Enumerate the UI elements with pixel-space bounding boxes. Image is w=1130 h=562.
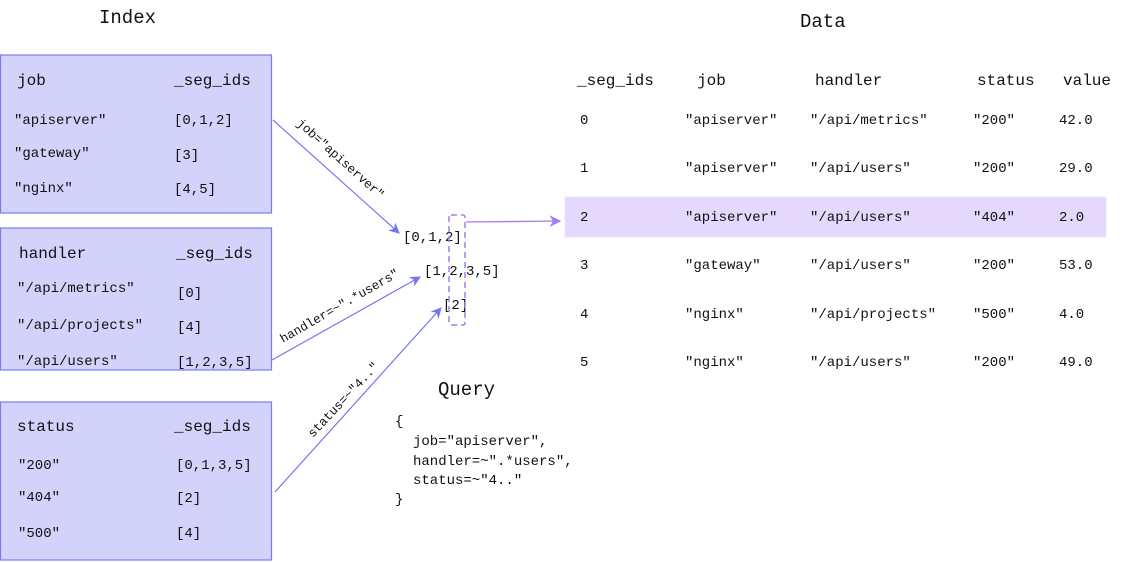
- index-value: "/api/metrics": [17, 281, 135, 297]
- index-label: job: [17, 72, 46, 90]
- index-value: "/api/projects": [17, 318, 143, 334]
- data-cell: "500": [973, 307, 1015, 323]
- index-value: "/api/users": [17, 354, 118, 370]
- intersection-highlight: [448, 214, 466, 326]
- index-ids: [4]: [177, 320, 202, 336]
- data-cell: "apiserver": [685, 210, 777, 226]
- index-ids: [0,1,3,5]: [176, 458, 252, 474]
- data-row: 1 "apiserver" "/api/users" "200" 29.0: [580, 161, 1093, 177]
- data-cell: "gateway": [685, 258, 761, 274]
- index-value: "500": [18, 526, 60, 542]
- index-value: "nginx": [14, 181, 73, 197]
- data-cell: 53.0: [1059, 258, 1093, 274]
- data-cell: "200": [973, 113, 1015, 129]
- query-line: }: [395, 492, 403, 508]
- result-arrow: [465, 215, 562, 227]
- data-cell: 29.0: [1059, 161, 1093, 177]
- query-line: {: [395, 414, 403, 430]
- data-cell: "/api/users": [810, 161, 911, 177]
- data-rows: 0 "apiserver" "/api/metrics" "200" 42.01 "api…: [580, 113, 1093, 371]
- data-cell: 0: [580, 113, 588, 129]
- index-value: "apiserver": [14, 113, 106, 129]
- data-cell: "200": [973, 258, 1015, 274]
- index-value: "404": [18, 490, 60, 506]
- data-cell: "/api/users": [810, 355, 911, 371]
- data-cell: 49.0: [1059, 355, 1093, 371]
- data-cell: "/api/projects": [810, 307, 936, 323]
- data-cell: 1: [580, 161, 588, 177]
- index-ids: [1,2,3,5]: [177, 355, 253, 371]
- column-header: status: [977, 72, 1035, 90]
- index-ids: [3]: [174, 148, 199, 164]
- index-label: status: [17, 418, 75, 436]
- index-seg-header: _seg_ids: [175, 245, 253, 263]
- index-title: Index: [99, 7, 156, 29]
- column-header: handler: [815, 72, 882, 90]
- index-ids: [0,1,2]: [174, 113, 233, 129]
- job-arrow: [272, 119, 400, 234]
- data-cell: "nginx": [685, 355, 744, 371]
- query-line: handler=~".*users",: [413, 454, 573, 470]
- index-seg-header: _seg_ids: [173, 418, 251, 436]
- data-row: 4 "nginx" "/api/projects" "500" 4.0: [580, 307, 1084, 323]
- data-cell: "200": [973, 161, 1015, 177]
- column-header: job: [697, 72, 726, 90]
- data-row: 3 "gateway" "/api/users" "200" 53.0: [580, 258, 1093, 274]
- handler-arrow: [271, 276, 421, 361]
- job-match-label: job="apiserver": [293, 117, 386, 203]
- index-ids: [4,5]: [174, 182, 216, 198]
- data-cell: 2.0: [1059, 210, 1084, 226]
- data-cell: 5: [580, 355, 588, 371]
- column-header: _seg_ids: [576, 72, 654, 90]
- index-ids: [0]: [177, 286, 202, 302]
- index-value: "200": [18, 458, 60, 474]
- data-cell: "200": [973, 355, 1015, 371]
- data-row: 2 "apiserver" "/api/users" "404" 2.0: [580, 210, 1084, 226]
- data-cell: "apiserver": [685, 161, 777, 177]
- data-row: 0 "apiserver" "/api/metrics" "200" 42.0: [580, 113, 1093, 129]
- index-table-job: job _seg_ids "apiserver" [0,1,2] "gatewa…: [0, 54, 273, 214]
- query-line: status=~"4..": [413, 473, 522, 489]
- query-title: Query: [438, 379, 495, 401]
- index-table-handler: handler _seg_ids "/api/metrics" [0] "/ap…: [0, 227, 273, 371]
- data-cell: "404": [973, 210, 1015, 226]
- data-cell: "/api/users": [810, 258, 911, 274]
- data-cell: "apiserver": [685, 113, 777, 129]
- highlighted-row: [564, 196, 1107, 238]
- data-cell: "/api/metrics": [810, 113, 928, 129]
- data-cell: 4: [580, 307, 588, 323]
- data-cell: 4.0: [1059, 307, 1084, 323]
- index-table-status: status _seg_ids "200" [0,1,3,5] "404" [2…: [0, 401, 273, 561]
- column-header: value: [1063, 72, 1111, 90]
- data-row: 5 "nginx" "/api/users" "200" 49.0: [580, 355, 1093, 371]
- index-label: handler: [19, 245, 86, 263]
- index-seg-header: _seg_ids: [173, 72, 251, 90]
- data-cell: 2: [580, 210, 588, 226]
- data-cell: 3: [580, 258, 588, 274]
- data-cell: 42.0: [1059, 113, 1093, 129]
- index-ids: [2]: [176, 491, 201, 507]
- status-arrow: [274, 307, 442, 493]
- index-value: "gateway": [14, 146, 90, 162]
- index-ids: [4]: [176, 526, 201, 542]
- handler-match-label: handler=~".*users": [278, 267, 402, 347]
- data-cell: "/api/users": [810, 210, 911, 226]
- data-cell: "nginx": [685, 307, 744, 323]
- handler-ids-result: [1,2,3,5]: [424, 264, 500, 280]
- job-ids-result: [0,1,2]: [403, 230, 462, 246]
- data-title: Data: [800, 11, 846, 33]
- query-line: job="apiserver",: [413, 434, 547, 450]
- status-match-label: status=~"4..": [306, 360, 383, 441]
- data-header: _seg_ids job handler status value: [576, 72, 1111, 90]
